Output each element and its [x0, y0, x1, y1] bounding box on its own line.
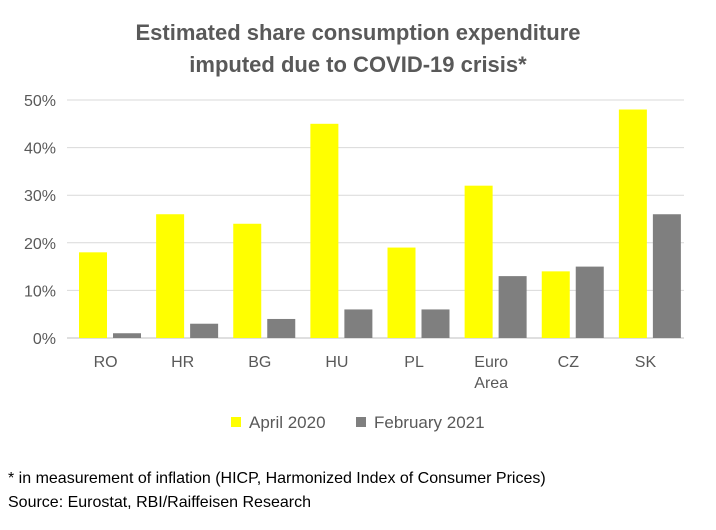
y-axis: 0% 10% 20% 30% 40% 50%: [24, 93, 56, 348]
legend-swatch: [231, 417, 241, 427]
bar-february-2021: [498, 276, 527, 338]
x-tick-label: Euro: [474, 354, 508, 371]
x-tick-label: PL: [404, 354, 424, 371]
bar-april-2020: [156, 214, 185, 338]
bar-april-2020: [464, 185, 493, 338]
x-tick-label: SK: [635, 354, 657, 371]
bars: [79, 109, 681, 339]
legend-label: February 2021: [374, 413, 485, 432]
legend: April 2020 February 2021: [231, 413, 485, 432]
chart-title-line-2: imputed due to COVID-19 crisis*: [189, 52, 527, 77]
x-tick-label: HR: [171, 354, 194, 371]
bar-february-2021: [575, 266, 604, 338]
bar-february-2021: [421, 309, 450, 338]
footnote-source: Source: Eurostat, RBI/Raiffeisen Researc…: [8, 494, 311, 511]
bar-february-2021: [652, 214, 681, 338]
chart: Estimated share consumption expenditure …: [24, 20, 684, 432]
bar-april-2020: [541, 271, 570, 338]
y-tick-label: 30%: [24, 188, 56, 205]
y-tick-label: 50%: [24, 93, 56, 110]
chart-title-line-1: Estimated share consumption expenditure: [136, 20, 581, 45]
y-tick-label: 0%: [33, 331, 56, 348]
bar-february-2021: [190, 323, 219, 338]
bar-february-2021: [267, 318, 296, 338]
legend-swatch: [356, 417, 366, 427]
bar-april-2020: [618, 109, 647, 339]
bar-february-2021: [344, 309, 373, 338]
bar-april-2020: [233, 223, 262, 338]
x-tick-label: CZ: [558, 354, 580, 371]
bar-april-2020: [79, 252, 107, 338]
x-axis: RO HR BG HU PL Euro Area CZ SK: [94, 354, 657, 392]
x-tick-label: BG: [248, 354, 271, 371]
x-tick-label: HU: [325, 354, 348, 371]
x-tick-label: RO: [94, 354, 118, 371]
bar-april-2020: [387, 247, 416, 338]
bar-february-2021: [113, 333, 141, 338]
y-tick-label: 40%: [24, 141, 56, 158]
y-tick-label: 10%: [24, 283, 56, 300]
x-tick-label: Area: [474, 375, 508, 392]
footnote-inflation: * in measurement of inflation (HICP, Har…: [8, 470, 546, 487]
bar-april-2020: [310, 123, 339, 338]
legend-label: April 2020: [249, 413, 326, 432]
y-tick-label: 20%: [24, 236, 56, 253]
